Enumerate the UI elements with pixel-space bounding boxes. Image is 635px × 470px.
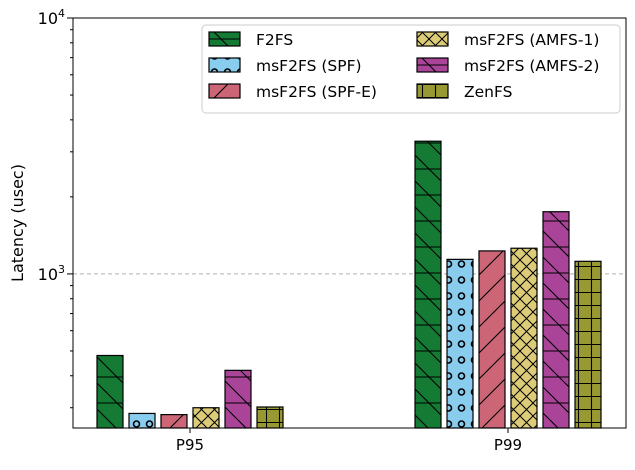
y-tick-label: 103 <box>38 263 65 284</box>
legend-label: msF2FS (SPF) <box>256 57 362 75</box>
legend-swatch-hatch <box>416 31 449 47</box>
bar-hatch <box>96 354 124 429</box>
bar-hatch <box>160 414 188 429</box>
legend-swatch-hatch <box>208 57 241 73</box>
legend-label: ZenFS <box>464 83 512 101</box>
legend-swatch-hatch <box>208 31 241 47</box>
bar-hatch <box>414 140 442 429</box>
bar-hatch <box>446 258 474 429</box>
axes-frame <box>72 17 627 429</box>
y-tick-label: 104 <box>38 7 65 28</box>
legend-label: msF2FS (AMFS-1) <box>464 31 599 49</box>
x-tick-label: P99 <box>494 436 522 454</box>
bar-hatch <box>192 407 220 429</box>
legend-box <box>201 24 621 114</box>
bar-hatch <box>224 369 252 429</box>
legend-swatch-hatch <box>208 83 241 99</box>
bar-hatch <box>574 260 602 429</box>
legend: F2FS msF2FS (SPF) msF2FS (SPF-E) msF2FS (AM… <box>201 24 621 114</box>
bar-hatch <box>510 247 538 429</box>
plot-area <box>73 140 626 429</box>
legend-swatch-hatch <box>416 57 449 73</box>
legend-label: msF2FS (SPF-E) <box>256 83 377 101</box>
bar-hatch <box>256 406 284 429</box>
bar-hatch <box>542 211 570 429</box>
bar-hatch <box>478 250 506 429</box>
legend-swatch-hatch <box>416 83 449 99</box>
x-tick-label: P95 <box>176 436 204 454</box>
legend-label: F2FS <box>256 31 293 49</box>
legend-label: msF2FS (AMFS-2) <box>464 57 599 75</box>
bar-hatch <box>128 412 156 429</box>
y-axis-label: Latency (usec) <box>8 164 27 282</box>
axes: 103 104 P95 P99 Latency (usec) <box>8 7 627 454</box>
